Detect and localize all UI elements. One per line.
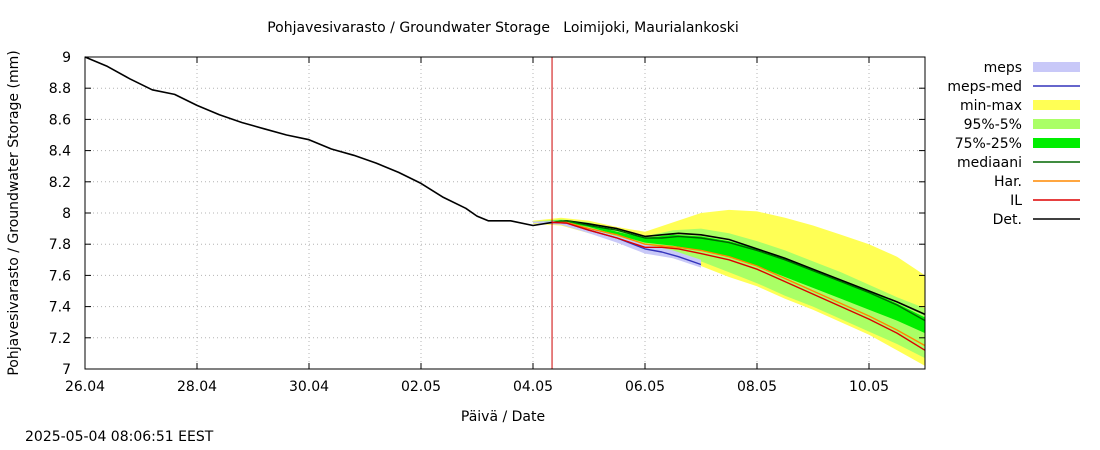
series-line-har [552, 221, 926, 347]
legend-label: IL [1010, 193, 1022, 209]
axis-ticks: 7 7.2 7.4 7.6 7.8 8 8.2 8.4 8.6 8.8 9 26.04 28.04 30.… [49, 50, 925, 395]
x-tick-label: 30.04 [289, 379, 329, 395]
x-tick-label: 06.05 [625, 379, 665, 395]
legend-swatch [1033, 138, 1080, 148]
x-axis-label: Päivä / Date [461, 409, 545, 425]
grid-lines [84, 56, 925, 370]
legend-label: mediaani [957, 155, 1022, 171]
y-tick-label: 7.6 [49, 268, 71, 284]
series-lines [84, 56, 926, 351]
y-tick-label: 7.4 [49, 300, 71, 316]
forecast-bands [533, 209, 925, 366]
y-axis-label: Pohjavesivarasto / Groundwater Storage (… [6, 50, 22, 375]
legend-label: Har. [994, 174, 1022, 190]
x-tick-label: 10.05 [849, 379, 889, 395]
chart-title: Pohjavesivarasto / Groundwater Storage L… [267, 20, 739, 36]
y-tick-label: 8.4 [49, 144, 71, 160]
band-min-max [533, 209, 925, 366]
y-tick-label: 8 [62, 206, 71, 222]
series-line-il [551, 221, 926, 351]
legend-swatch [1033, 119, 1080, 129]
legend-label: Det. [993, 212, 1022, 228]
x-tick-label: 04.05 [513, 379, 553, 395]
y-tick-label: 8.2 [49, 175, 71, 191]
x-tick-label: 26.04 [65, 379, 105, 395]
legend-label: 75%-25% [955, 136, 1022, 152]
legend-label: min-max [960, 98, 1022, 114]
x-tick-label: 08.05 [737, 379, 777, 395]
legend-label: meps [984, 60, 1022, 76]
legend-label: 95%-5% [964, 117, 1022, 133]
series-line-det [84, 56, 926, 316]
y-tick-label: 7 [62, 362, 71, 378]
y-tick-label: 7.8 [49, 237, 71, 253]
band-meps [533, 220, 701, 268]
y-tick-label: 8.6 [49, 112, 71, 128]
legend-swatch [1033, 62, 1080, 72]
timestamp: 2025-05-04 08:06:51 EEST [25, 429, 214, 445]
legend-swatch [1033, 100, 1080, 110]
y-tick-label: 9 [62, 50, 71, 66]
legend: meps meps-med min-max 95%-5% 75%-25% mediaani… [947, 60, 1080, 228]
y-tick-label: 7.2 [49, 331, 71, 347]
series-line-mediaani [551, 220, 926, 322]
x-tick-label: 02.05 [401, 379, 441, 395]
x-tick-label: 28.04 [177, 379, 217, 395]
y-tick-label: 8.8 [49, 81, 71, 97]
legend-label: meps-med [947, 79, 1022, 95]
